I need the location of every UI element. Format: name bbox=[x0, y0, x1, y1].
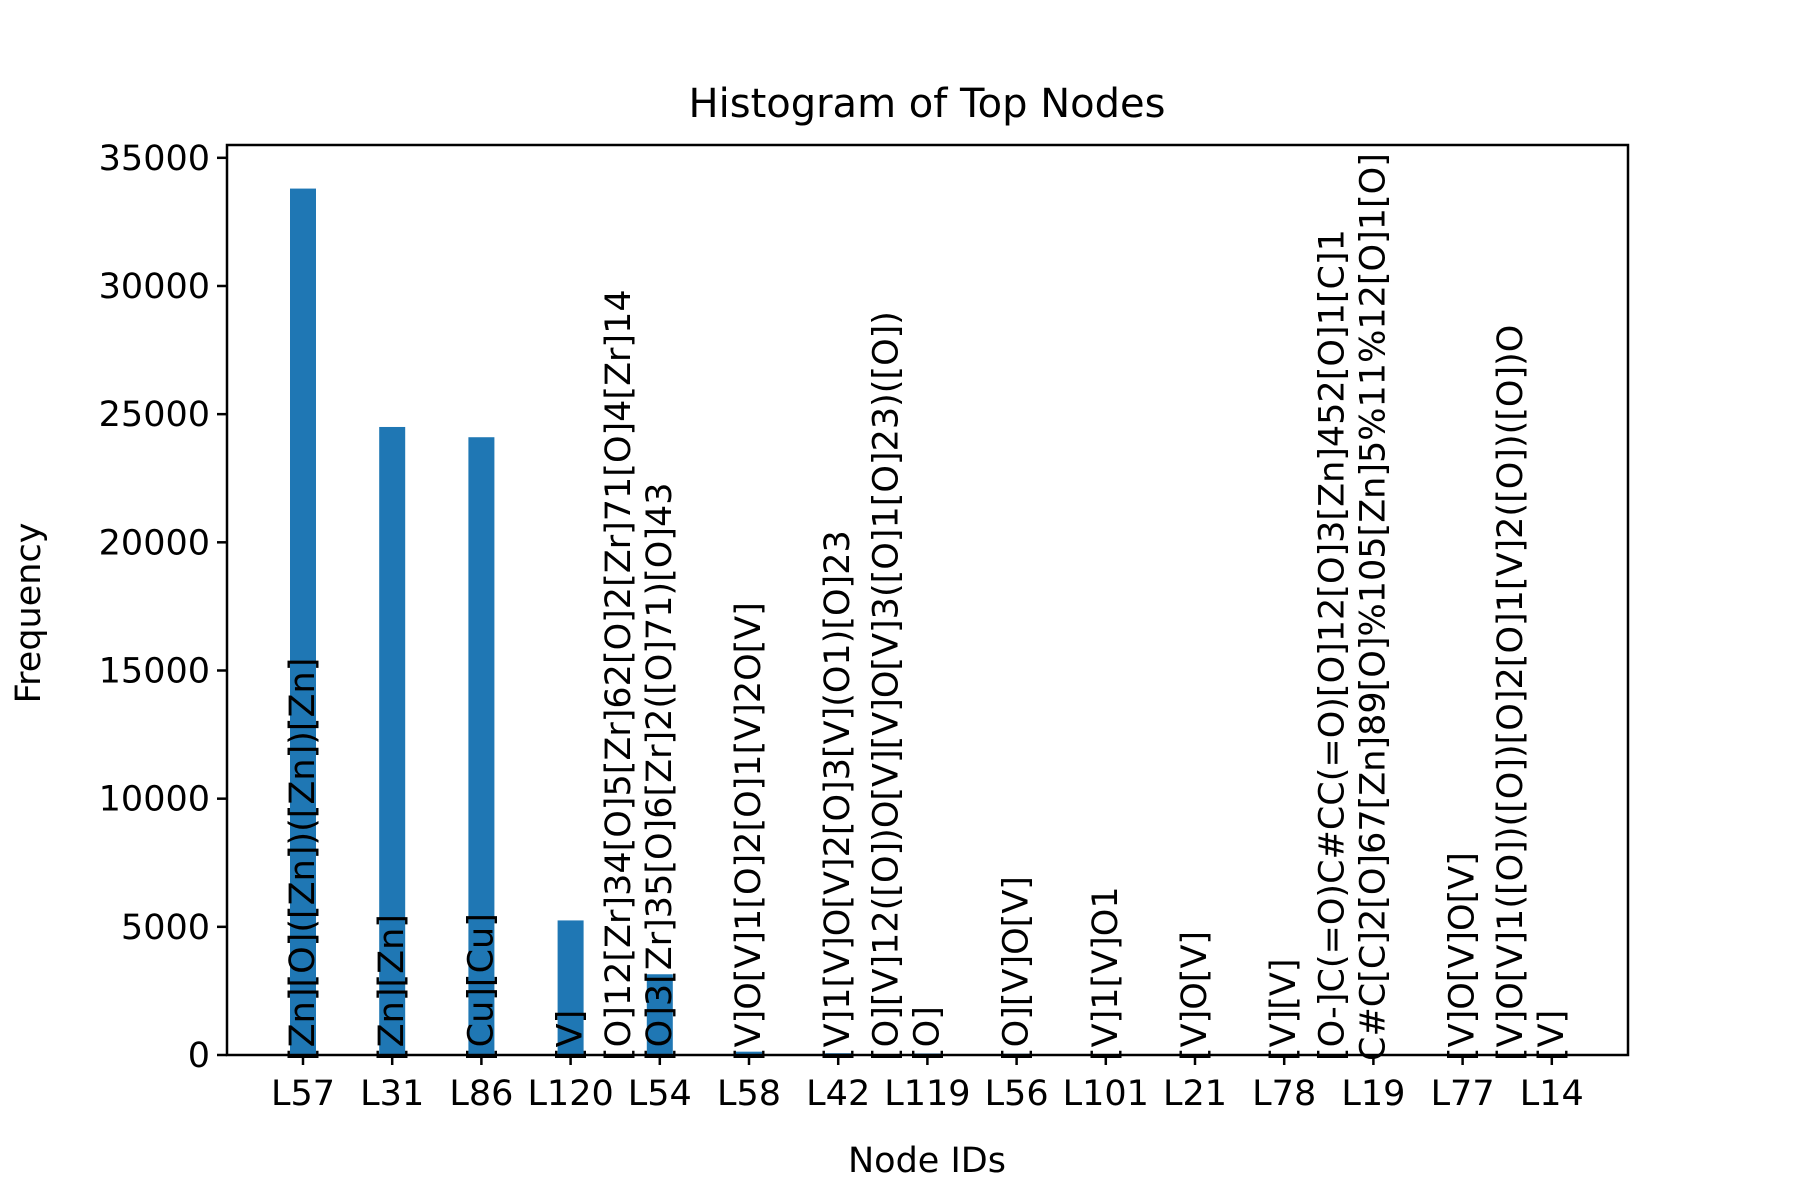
y-tick-label: 35000 bbox=[99, 139, 210, 179]
bar-L120 bbox=[557, 920, 584, 1055]
bar-label: [O][V]O[V] bbox=[997, 876, 1037, 1061]
x-tick-label: L57 bbox=[271, 1074, 335, 1114]
x-tick-label: L101 bbox=[1063, 1074, 1149, 1114]
bar-label: [V]O[V]1[O]2[O]1[V]2O[V] bbox=[729, 602, 769, 1061]
bar-L86 bbox=[468, 437, 495, 1055]
x-tick-label: L42 bbox=[806, 1074, 870, 1114]
y-tick-label: 20000 bbox=[99, 523, 210, 563]
x-tick-label: L120 bbox=[527, 1074, 613, 1114]
bar-label: [Zn][Zn] bbox=[372, 914, 412, 1061]
bar-labels-layer: [Zn][O]([Zn])([Zn])[Zn] [Zn][Zn] [Cu][Cu] [… bbox=[283, 153, 1572, 1061]
x-tick-label: L77 bbox=[1431, 1074, 1495, 1114]
y-tick-label: 5000 bbox=[121, 908, 210, 948]
x-axis-label: Node IDs bbox=[848, 1141, 1006, 1181]
x-tick-label: L31 bbox=[360, 1074, 424, 1114]
y-tick-label: 30000 bbox=[99, 267, 210, 307]
x-tick-label: L86 bbox=[449, 1074, 513, 1114]
x-tick-label: L78 bbox=[1252, 1074, 1316, 1114]
bar-label: [V]O[V] bbox=[1175, 931, 1215, 1061]
y-tick-label: 25000 bbox=[99, 395, 210, 435]
y-axis-label: Frequency bbox=[9, 523, 49, 704]
bar-L57 bbox=[290, 188, 316, 1056]
bar-label: [V]O[V]1([O])([O])[O]2[O]1[V]2([O])([O])… bbox=[1491, 325, 1531, 1061]
x-tick-label: L14 bbox=[1520, 1074, 1584, 1114]
bar-label: [Zn][O]([Zn])([Zn])[Zn] bbox=[283, 658, 323, 1061]
x-tick-label: L19 bbox=[1341, 1074, 1405, 1114]
bar-L58 bbox=[736, 1051, 762, 1055]
y-axis-ticks: 0 5000 10000 15000 20000 25000 30000 35000 bbox=[99, 139, 227, 1076]
y-tick-label: 15000 bbox=[99, 651, 210, 691]
bar-label: [V]O[V]O[V] bbox=[1443, 852, 1483, 1061]
x-tick-label: L58 bbox=[717, 1074, 781, 1114]
plot-frame bbox=[225, 143, 1630, 1057]
bar-label: [O]12[Zr]34[O]5[Zr]62[O]2[Zr]71[O]4[Zr]1… bbox=[599, 289, 639, 1061]
bar-label: [O-]C(=O)C#CC(=O)[O]12[O]3[Zn]452[O]1[C]… bbox=[1312, 229, 1352, 1061]
bar-label: [O]3[Zr]35[O]6[Zr]2([O]71)[O]43 bbox=[640, 482, 680, 1061]
bar-label: [V][V] bbox=[1264, 958, 1304, 1061]
x-tick-label: L54 bbox=[628, 1074, 692, 1114]
bar-label: [V] bbox=[551, 1010, 591, 1061]
bar-label: [V]1[V]O[V]2[O]3[V](O1)[O]23 bbox=[818, 530, 858, 1061]
x-axis-ticks: L57 L31 L86 L120 L54 L58 L42 L119 L56 L101 L21 L78 L… bbox=[271, 1055, 1584, 1114]
bars-layer bbox=[290, 188, 1565, 1056]
chart-title: Histogram of Top Nodes bbox=[689, 81, 1166, 127]
x-tick-label: L21 bbox=[1163, 1074, 1227, 1114]
bar-L54 bbox=[646, 974, 673, 1055]
bar-label: [Cu][Cu] bbox=[461, 913, 501, 1061]
x-tick-label: L56 bbox=[985, 1074, 1049, 1114]
y-tick-label: 0 bbox=[188, 1036, 210, 1076]
bar-label: C#C[C]2[O]67[Zn]89[O]%105[Zn]5%11%12[O]1… bbox=[1353, 153, 1393, 1061]
bar-label: [O] bbox=[907, 1006, 947, 1061]
bar-label: [V] bbox=[1532, 1010, 1572, 1061]
bar-label: [V]1[V]O1 bbox=[1086, 886, 1126, 1061]
bar-L31 bbox=[379, 426, 406, 1056]
y-tick-label: 10000 bbox=[99, 780, 210, 820]
bar-label: [O][V]12([O])O[V][V]O[V]3([O]1[O]23)([O]… bbox=[866, 311, 906, 1061]
x-tick-label: L119 bbox=[884, 1074, 970, 1114]
